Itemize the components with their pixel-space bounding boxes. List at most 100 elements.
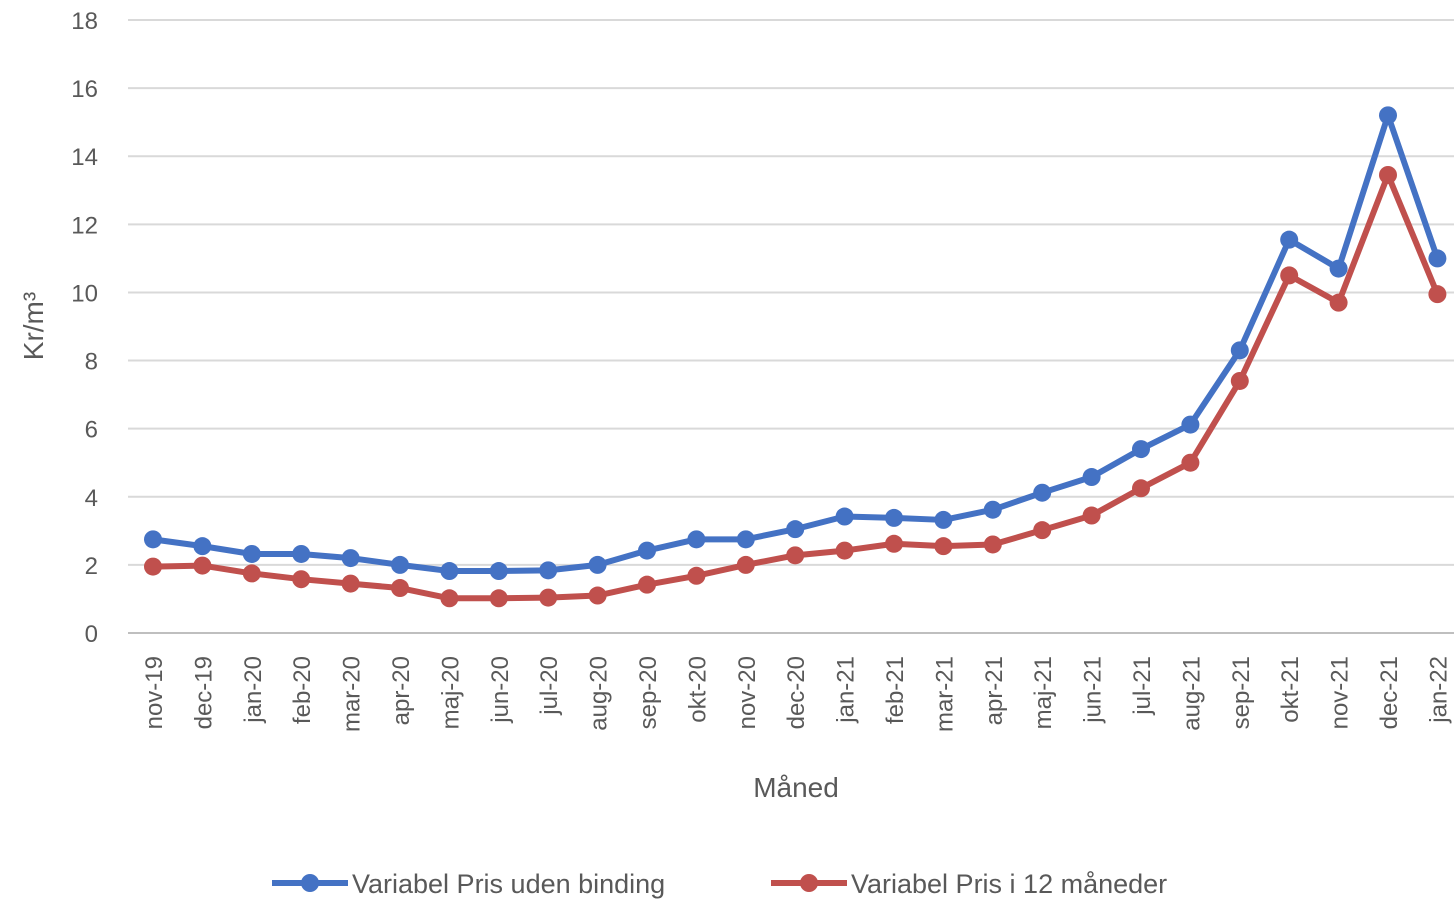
y-tick-label: 2 <box>85 553 98 580</box>
y-axis-ticks: 0 2 4 6 8 10 12 14 16 18 <box>71 8 98 648</box>
x-tick-label: nov-19 <box>141 656 168 729</box>
data-point <box>1230 341 1249 360</box>
data-point <box>144 530 162 549</box>
y-tick-label: 10 <box>71 280 98 307</box>
data-point <box>588 555 607 574</box>
data-point <box>1428 249 1447 268</box>
x-tick-label: jun-20 <box>487 656 514 724</box>
legend-item: Variabel Pris uden binding <box>272 869 665 899</box>
data-point <box>1132 440 1150 459</box>
legend-label: Variabel Pris i 12 måneder <box>851 869 1167 899</box>
data-point <box>736 530 755 549</box>
x-tick-label: dec-21 <box>1376 656 1403 729</box>
data-point <box>1082 506 1101 525</box>
data-point <box>638 575 656 594</box>
y-axis-title: Kr/m³ <box>18 292 49 360</box>
data-point <box>341 549 360 568</box>
legend-swatch-marker <box>800 874 818 892</box>
x-tick-label: aug-21 <box>1178 656 1205 731</box>
x-tick-label: sep-20 <box>635 656 662 729</box>
series-2 <box>144 165 1447 608</box>
data-point <box>391 579 409 598</box>
y-tick-label: 18 <box>71 8 98 35</box>
data-point <box>934 510 953 529</box>
x-tick-label: jan-22 <box>1425 656 1452 724</box>
data-point <box>341 574 360 593</box>
data-point <box>687 530 706 549</box>
data-point <box>144 557 162 576</box>
x-tick-label: jul-21 <box>1129 656 1156 716</box>
data-point <box>1230 371 1249 390</box>
x-tick-label: nov-21 <box>1327 656 1354 729</box>
data-point <box>786 546 805 565</box>
data-point <box>835 507 854 526</box>
x-tick-label: jul-20 <box>536 656 563 716</box>
data-point <box>1428 285 1447 304</box>
data-point <box>440 562 459 581</box>
x-tick-label: maj-21 <box>1030 656 1057 729</box>
data-point <box>885 508 903 527</box>
data-point <box>292 544 311 563</box>
data-point <box>687 566 706 585</box>
x-tick-label: feb-20 <box>289 656 316 724</box>
x-tick-label: feb-21 <box>882 656 909 724</box>
data-point <box>1379 165 1397 184</box>
x-axis-title: Måned <box>753 772 839 803</box>
data-point <box>193 537 212 556</box>
data-point <box>1181 415 1200 434</box>
data-point <box>539 588 558 607</box>
data-point <box>539 561 558 580</box>
data-point <box>1329 293 1348 312</box>
data-point <box>489 589 508 608</box>
data-point <box>242 544 261 563</box>
data-point <box>835 541 854 560</box>
legend-swatch-marker <box>301 874 319 892</box>
y-tick-label: 8 <box>85 349 98 376</box>
data-point <box>1082 468 1101 487</box>
y-tick-label: 6 <box>85 417 98 444</box>
x-tick-label: sep-21 <box>1228 656 1255 729</box>
data-point <box>1280 230 1299 249</box>
x-tick-label: jan-20 <box>240 656 267 724</box>
x-tick-label: dec-20 <box>783 656 810 729</box>
data-point <box>1280 266 1299 285</box>
data-point <box>292 570 311 589</box>
y-tick-label: 0 <box>85 621 98 648</box>
data-point <box>193 556 212 575</box>
x-tick-label: mar-21 <box>931 656 958 732</box>
x-tick-label: mar-20 <box>339 656 366 732</box>
y-tick-label: 16 <box>71 76 98 103</box>
x-tick-label: apr-21 <box>981 656 1008 725</box>
data-point <box>736 555 755 574</box>
data-point <box>638 541 656 560</box>
data-point <box>489 562 508 581</box>
data-point <box>440 589 459 608</box>
data-point <box>1033 521 1052 540</box>
legend: Variabel Pris uden binding Variabel Pris … <box>272 869 1167 899</box>
data-point <box>1329 259 1348 278</box>
x-tick-label: okt-20 <box>684 656 711 723</box>
x-tick-label: nov-20 <box>734 656 761 729</box>
x-tick-label: jun-21 <box>1080 656 1107 724</box>
data-point <box>242 564 261 583</box>
x-tick-label: okt-21 <box>1277 656 1304 723</box>
x-tick-label: aug-20 <box>586 656 613 731</box>
data-point <box>983 500 1002 519</box>
series-layer <box>144 106 1447 608</box>
data-point <box>934 537 953 556</box>
data-point <box>786 520 805 539</box>
data-point <box>588 586 607 605</box>
x-tick-label: maj-20 <box>437 656 464 729</box>
data-point <box>1132 479 1150 498</box>
series-1 <box>144 106 1447 581</box>
gridlines <box>128 19 1454 634</box>
data-point <box>1181 453 1200 472</box>
data-point <box>391 555 409 574</box>
y-tick-label: 12 <box>71 212 98 239</box>
x-tick-label: apr-20 <box>388 656 415 725</box>
legend-item: Variabel Pris i 12 måneder <box>771 869 1167 899</box>
y-tick-label: 4 <box>85 485 98 512</box>
data-point <box>885 534 903 553</box>
